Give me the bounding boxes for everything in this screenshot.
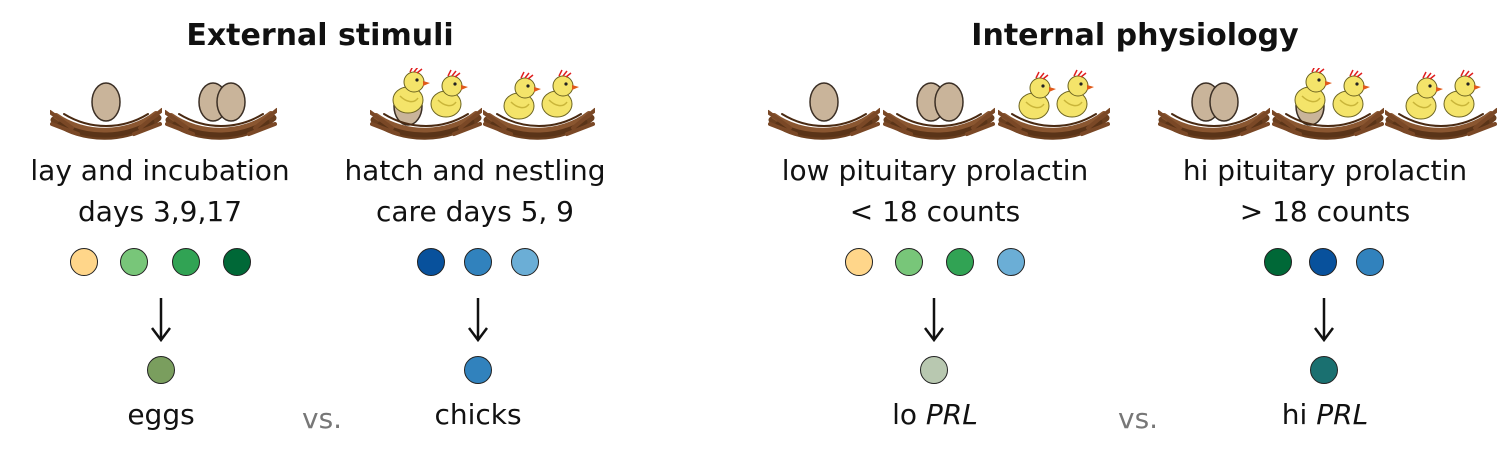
vs-label-left: vs. bbox=[302, 402, 343, 435]
low-prolactin-label: low pituitary prolactin < 18 counts bbox=[781, 154, 1089, 228]
prl-gene: PRL bbox=[1316, 398, 1369, 431]
nest-two-eggs-icon bbox=[163, 68, 279, 144]
chicks-label: chicks bbox=[434, 398, 522, 431]
sample-dot bbox=[120, 248, 148, 276]
nest-two-eggs-icon bbox=[881, 68, 997, 144]
lo-prl-outcome-dot bbox=[920, 356, 948, 384]
hi-prl-outcome-dot bbox=[1310, 356, 1338, 384]
down-arrow-icon bbox=[924, 298, 944, 343]
sample-dot bbox=[511, 248, 539, 276]
down-arrow-icon bbox=[468, 298, 488, 343]
sample-dot bbox=[1309, 248, 1337, 276]
sample-dot bbox=[997, 248, 1025, 276]
sample-dot bbox=[223, 248, 251, 276]
sample-dot bbox=[895, 248, 923, 276]
hi-prl-label: hi PRL bbox=[1281, 398, 1369, 431]
sample-dot bbox=[464, 248, 492, 276]
hi-prolactin-label: hi pituitary prolactin > 18 counts bbox=[1182, 154, 1468, 228]
sample-dot bbox=[1356, 248, 1384, 276]
prl-gene: PRL bbox=[925, 398, 978, 431]
lay-incubation-label: lay and incubation days 3,9,17 bbox=[30, 154, 290, 228]
nest-one-egg-icon bbox=[766, 68, 882, 144]
nest-chick-hatching-icon bbox=[1270, 65, 1386, 144]
nest-two-chicks-icon bbox=[996, 68, 1112, 144]
sample-dot bbox=[70, 248, 98, 276]
external-stimuli-title: External stimuli bbox=[186, 18, 454, 53]
vs-label-right: vs. bbox=[1118, 402, 1159, 435]
eggs-outcome-dot bbox=[147, 356, 175, 384]
internal-physiology-title: Internal physiology bbox=[971, 18, 1299, 53]
sample-dot bbox=[1264, 248, 1292, 276]
nest-two-eggs-icon bbox=[1156, 68, 1272, 144]
nest-chick-hatching-icon bbox=[368, 65, 484, 144]
down-arrow-icon bbox=[1314, 298, 1334, 343]
chicks-outcome-dot bbox=[464, 356, 492, 384]
sample-dot bbox=[946, 248, 974, 276]
sample-dot bbox=[417, 248, 445, 276]
lo-prl-label: lo PRL bbox=[892, 398, 978, 431]
nest-one-egg-icon bbox=[48, 68, 164, 144]
down-arrow-icon bbox=[151, 298, 171, 343]
hatch-nestling-label: hatch and nestling care days 5, 9 bbox=[344, 154, 606, 228]
nest-two-chicks-icon bbox=[481, 68, 597, 144]
sample-dot bbox=[845, 248, 873, 276]
nest-two-chicks-icon bbox=[1383, 68, 1499, 144]
sample-dot bbox=[172, 248, 200, 276]
eggs-label: eggs bbox=[127, 398, 195, 431]
